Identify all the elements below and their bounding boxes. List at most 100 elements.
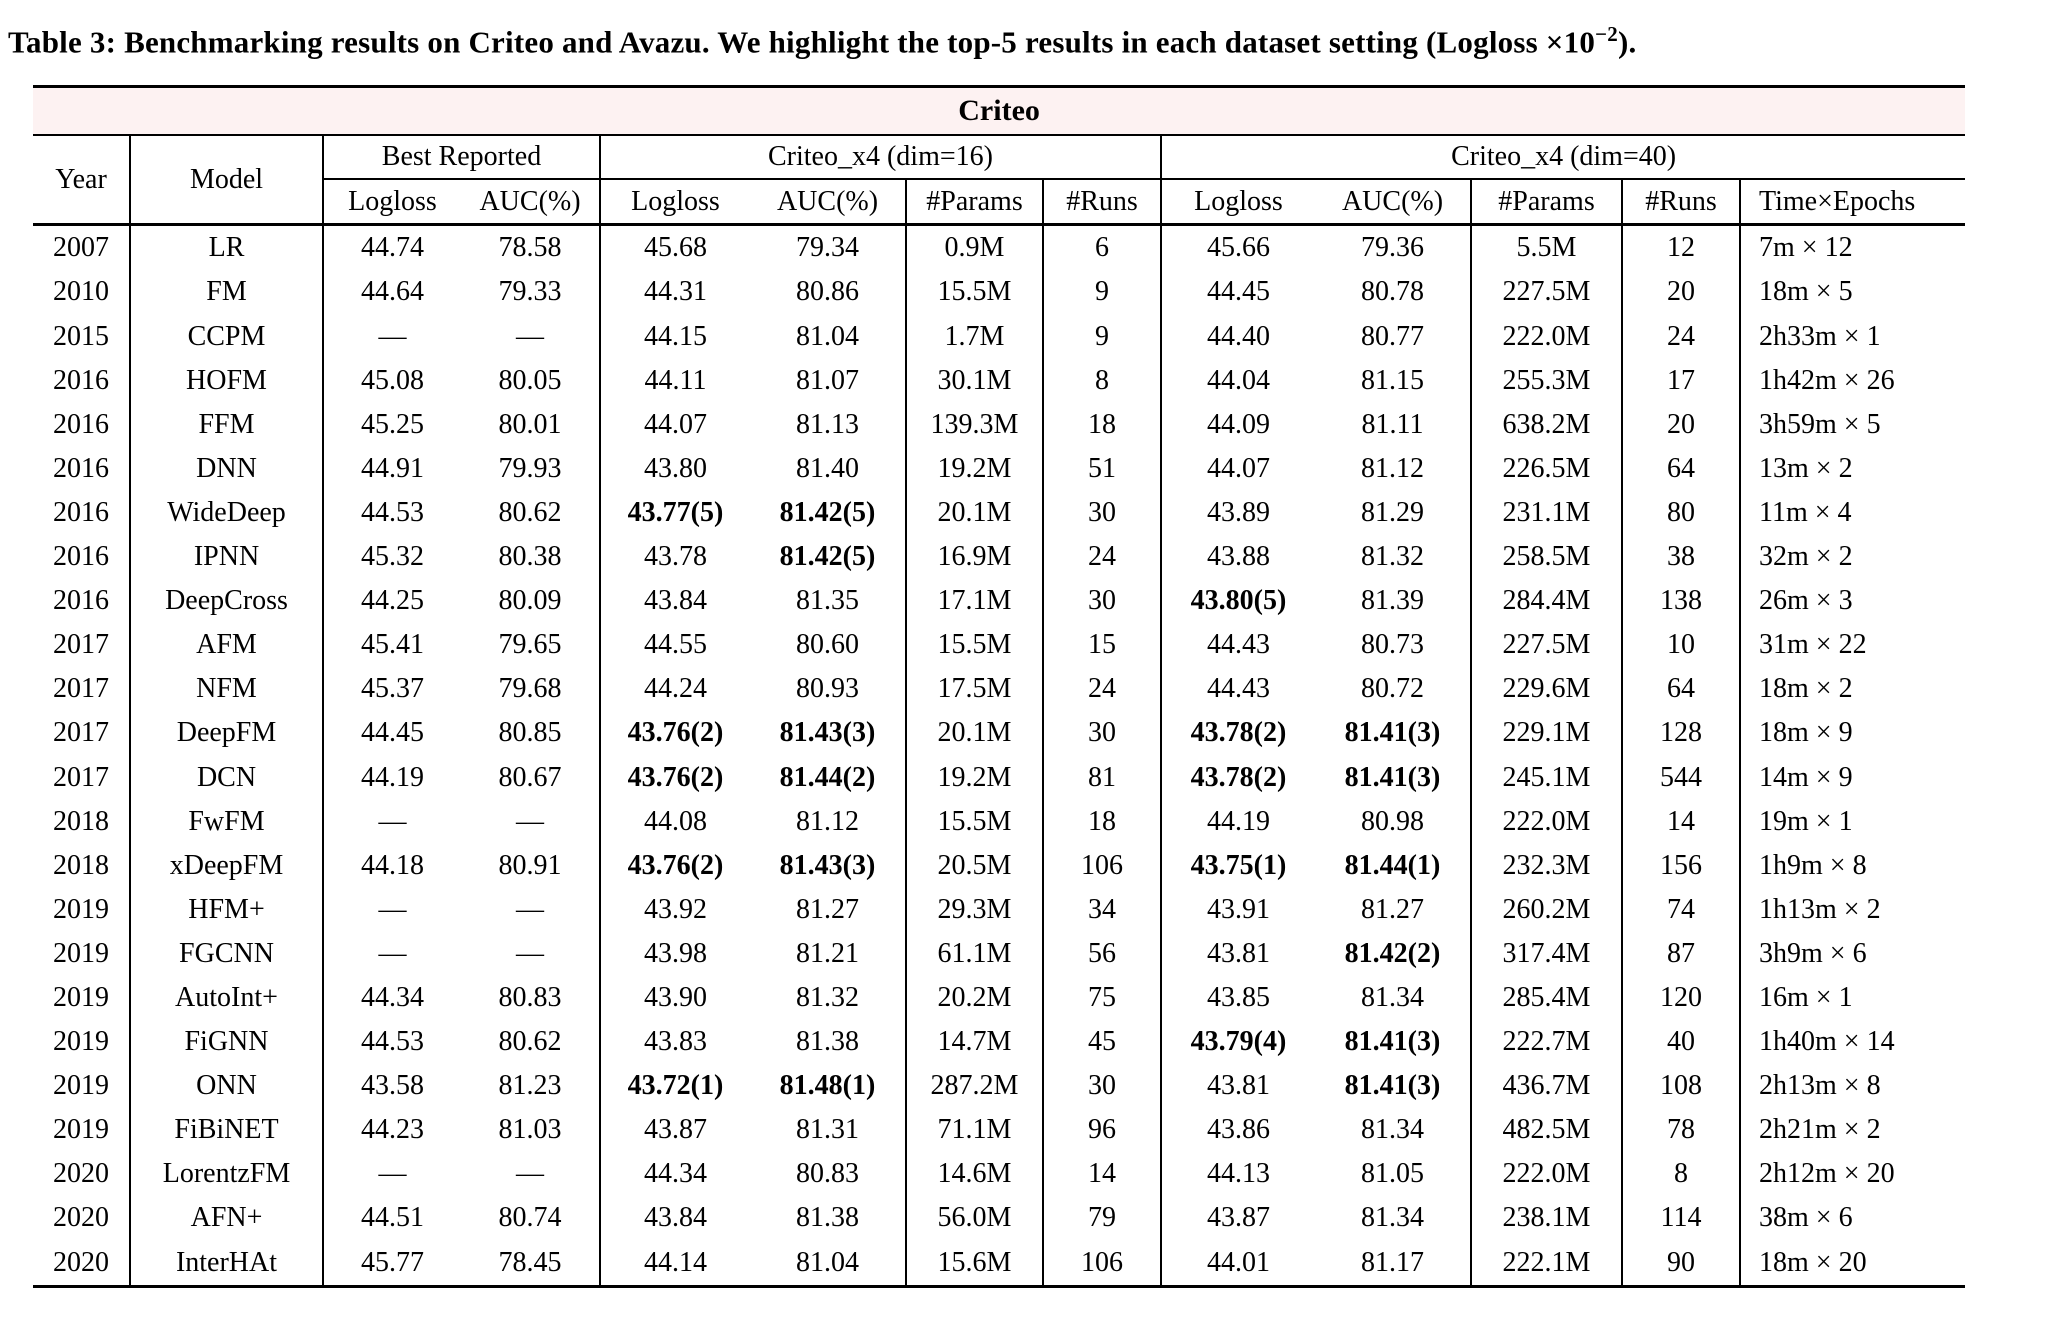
table-cell: 44.07 <box>599 402 750 447</box>
table-cell: 222.1M <box>1470 1240 1622 1287</box>
table-cell: 81.40 <box>796 452 859 484</box>
table-cell: 81.12 <box>1361 452 1424 484</box>
table-cell: 44.53 <box>322 1020 461 1065</box>
table-cell: 6 <box>1042 224 1161 271</box>
table-cell: 43.88 <box>1160 534 1315 580</box>
table-row: 2016 DeepCross 44.25 80.09 43.84 81.35 17.1M 30… <box>33 579 1966 624</box>
table-cell: 16m × 1 <box>1738 975 1966 1021</box>
table-cell: 81.17 <box>1361 1246 1424 1278</box>
table-cell: 106 <box>1042 843 1161 888</box>
table-cell: ONN <box>129 1064 323 1109</box>
table-cell: 80.01 <box>498 408 562 440</box>
table-cell: 43.76(2) <box>599 711 750 756</box>
table-cell: 14 <box>1621 799 1740 844</box>
table-cell: 81.04 <box>796 320 859 352</box>
table-cell: 18m × 5 <box>1738 270 1966 315</box>
table-cell: 18m × 20 <box>1738 1240 1966 1287</box>
table-cell: 45.37 <box>322 667 461 712</box>
table-row: 2016 FFM 45.25 80.01 44.07 81.13 139.3M 18 44.09… <box>33 402 1966 447</box>
table-cell: 80.78 <box>1361 276 1424 308</box>
table-cell: 44.31 <box>599 270 750 315</box>
table-cell: 81.15 <box>1361 364 1424 396</box>
table-cell: LorentzFM <box>129 1152 323 1197</box>
table-cell: 29.3M <box>905 887 1043 932</box>
table-cell: 44.43 <box>1160 667 1315 712</box>
table-cell: 43.84 <box>599 1196 750 1241</box>
table-cell: 81.03 <box>498 1114 562 1146</box>
table-cell: 12 <box>1621 224 1740 271</box>
table-cell: 2019 <box>53 1070 109 1102</box>
table-cell: AFN+ <box>129 1196 323 1241</box>
table-cell: 81.43(3) <box>779 849 876 881</box>
document-page: Table 3: Benchmarking results on Criteo … <box>8 22 1966 1288</box>
table-cell: InterHAt <box>129 1240 323 1287</box>
col-header-d16-logloss: Logloss <box>599 179 750 227</box>
table-cell: 8 <box>1042 358 1161 403</box>
table-cell: 255.3M <box>1470 358 1622 403</box>
table-cell: — <box>322 931 461 976</box>
table-cell: 20.1M <box>905 711 1043 756</box>
table-cell: 74 <box>1621 887 1740 932</box>
table-cell: — <box>322 1152 461 1197</box>
table-cell: 14.7M <box>905 1020 1043 1065</box>
table-cell: 81.44(2) <box>779 761 876 793</box>
table-cell: 44.08 <box>599 799 750 844</box>
table-row: 2018 xDeepFM 44.18 80.91 43.76(2) 81.43(3) 20.… <box>33 843 1966 888</box>
table-cell: 108 <box>1621 1064 1740 1109</box>
table-cell: 79.93 <box>498 452 562 484</box>
table-cell: 2018 <box>53 849 109 881</box>
table-cell: 222.7M <box>1470 1020 1622 1065</box>
table-cell: 2015 <box>53 320 109 352</box>
table-cell: 1.7M <box>905 314 1043 359</box>
table-cell: 11m × 4 <box>1738 490 1966 535</box>
table-row: 2018 FwFM — —44.08 81.12 15.5M 18 44.19 80.98 222… <box>33 799 1966 844</box>
table-cell: 80.86 <box>796 276 859 308</box>
table-cell: 81.41(3) <box>1344 717 1441 749</box>
table-cell: 44.18 <box>322 843 461 888</box>
table-cell: AutoInt+ <box>129 975 323 1021</box>
table-cell: 80.62 <box>498 496 562 528</box>
caption-text: Table 3: Benchmarking results on Criteo … <box>8 24 1596 60</box>
table-cell: 43.75(1) <box>1160 843 1315 888</box>
table-cell: 43.86 <box>1160 1108 1315 1153</box>
table-cell: 71.1M <box>905 1108 1043 1153</box>
table-cell: 44.74 <box>322 224 461 271</box>
table-cell: 30 <box>1042 579 1161 624</box>
table-cell: 19m × 1 <box>1738 799 1966 844</box>
table-cell: 2019 <box>53 893 109 925</box>
col-header-d16-auc: AUC(%) <box>750 179 906 227</box>
table-cell: 34 <box>1042 887 1161 932</box>
table-cell: 285.4M <box>1470 975 1622 1021</box>
table-cell: 317.4M <box>1470 931 1622 976</box>
table-cell: — <box>516 805 544 837</box>
table-cell: 7m × 12 <box>1738 224 1966 271</box>
table-cell: 30 <box>1042 1064 1161 1109</box>
table-cell: 43.80(5) <box>1160 579 1315 624</box>
table-cell: 44.55 <box>599 623 750 668</box>
table-cell: 81.41(3) <box>1344 1026 1441 1058</box>
table-cell: 38 <box>1621 534 1740 580</box>
table-cell: 226.5M <box>1470 446 1622 491</box>
table-cell: 18m × 2 <box>1738 667 1966 712</box>
table-cell: 81.11 <box>1361 408 1424 440</box>
table-cell: FiGNN <box>129 1020 323 1065</box>
table-cell: 24 <box>1621 314 1740 359</box>
table-cell: 81.07 <box>796 364 859 396</box>
table-cell: 43.72(1) <box>599 1064 750 1109</box>
table-cell: 9 <box>1042 314 1161 359</box>
table-cell: FGCNN <box>129 931 323 976</box>
group-header-criteo-x4-dim40: Criteo_x4 (dim=40) <box>1159 135 1966 181</box>
table-cell: 79.68 <box>498 673 562 705</box>
table-cell: 80.72 <box>1361 673 1424 705</box>
table-cell: LR <box>129 224 323 271</box>
table-row: 2010 FM 44.64 79.33 44.31 80.86 15.5M 9 44.45 80.… <box>33 270 1966 315</box>
table-cell: 44.34 <box>599 1152 750 1197</box>
table-cell: 44.45 <box>322 711 461 756</box>
table-cell: 43.89 <box>1160 490 1315 535</box>
table-cell: 80.74 <box>498 1202 562 1234</box>
table-cell: 106 <box>1042 1240 1161 1287</box>
table-cell: 114 <box>1621 1196 1740 1241</box>
table-cell: 43.78(2) <box>1160 711 1315 756</box>
table-cell: 227.5M <box>1470 623 1622 668</box>
table-cell: 2018 <box>53 805 109 837</box>
